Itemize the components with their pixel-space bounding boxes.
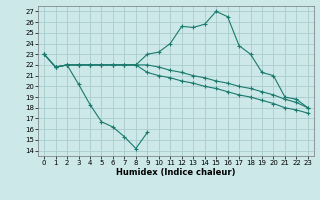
X-axis label: Humidex (Indice chaleur): Humidex (Indice chaleur) (116, 168, 236, 177)
